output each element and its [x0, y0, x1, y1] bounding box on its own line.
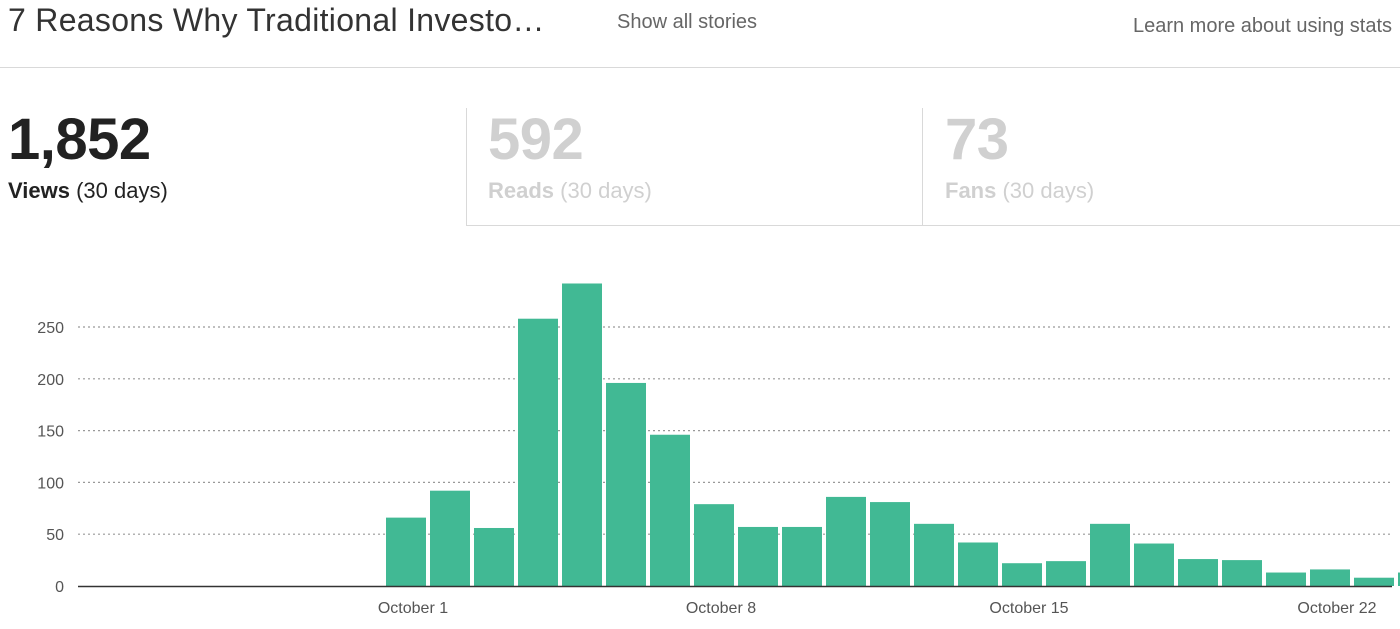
bar[interactable] [1134, 543, 1174, 586]
bar[interactable] [914, 523, 954, 586]
views-value: 1,852 [8, 107, 151, 172]
fans-label-name: Fans [945, 178, 997, 203]
y-tick-label: 150 [37, 424, 64, 441]
bar[interactable] [958, 542, 998, 586]
reads-label: Reads (30 days) [488, 178, 923, 204]
x-tick-label: October 22 [1297, 600, 1376, 617]
y-tick-label: 100 [37, 475, 64, 492]
bar[interactable] [826, 496, 866, 586]
story-header: 7 Reasons Why Traditional Investo… Show … [0, 0, 1400, 68]
reads-label-name: Reads [488, 178, 555, 203]
reads-stat-tab[interactable]: 592 Reads (30 days) [466, 108, 923, 226]
bar[interactable] [1090, 523, 1130, 586]
x-tick-label: October 15 [989, 600, 1068, 617]
x-tick-label: October 1 [378, 600, 448, 617]
bar[interactable] [1178, 559, 1218, 586]
x-tick-label: October 8 [686, 600, 756, 617]
bar[interactable] [782, 526, 822, 586]
bar[interactable] [694, 504, 734, 586]
fans-value: 73 [945, 107, 1009, 172]
bars [386, 283, 1400, 586]
bar[interactable] [518, 318, 558, 586]
bar[interactable] [1354, 577, 1394, 586]
bar[interactable] [870, 502, 910, 586]
y-tick-label: 200 [37, 372, 64, 389]
y-tick-label: 0 [55, 579, 64, 596]
bar[interactable] [1046, 561, 1086, 586]
bar[interactable] [738, 526, 778, 586]
views-period: (30 days) [76, 178, 168, 203]
bar[interactable] [650, 434, 690, 586]
views-bar-chart: 0 50 100 150 200 250 October 1 October 8 October… [37, 283, 1400, 617]
bar[interactable] [474, 527, 514, 586]
reads-value: 592 [488, 107, 584, 172]
y-tick-label: 250 [37, 320, 64, 337]
reads-period: (30 days) [560, 178, 652, 203]
views-label-name: Views [8, 178, 70, 203]
bar[interactable] [1310, 569, 1350, 586]
story-title: 7 Reasons Why Traditional Investo… [8, 2, 545, 38]
fans-label: Fans (30 days) [945, 178, 1400, 204]
learn-more-stats-link[interactable]: Learn more about using stats [1132, 15, 1392, 37]
show-all-stories-link[interactable]: Show all stories [617, 11, 758, 33]
bar[interactable] [606, 382, 646, 586]
bar[interactable] [1222, 560, 1262, 586]
bar[interactable] [562, 283, 602, 586]
views-stat-tab[interactable]: 1,852 Views (30 days) [8, 108, 458, 226]
bar[interactable] [430, 490, 470, 586]
bar[interactable] [386, 517, 426, 586]
bar[interactable] [1002, 563, 1042, 586]
views-label: Views (30 days) [8, 178, 458, 204]
fans-stat-tab[interactable]: 73 Fans (30 days) [922, 108, 1400, 226]
fans-period: (30 days) [1002, 178, 1095, 203]
bar[interactable] [1266, 572, 1306, 586]
y-tick-label: 50 [46, 527, 64, 544]
bar[interactable] [1398, 572, 1400, 586]
grid-lines [78, 326, 1392, 535]
axes: 0 50 100 150 200 250 October 1 October 8 October… [37, 320, 1392, 617]
